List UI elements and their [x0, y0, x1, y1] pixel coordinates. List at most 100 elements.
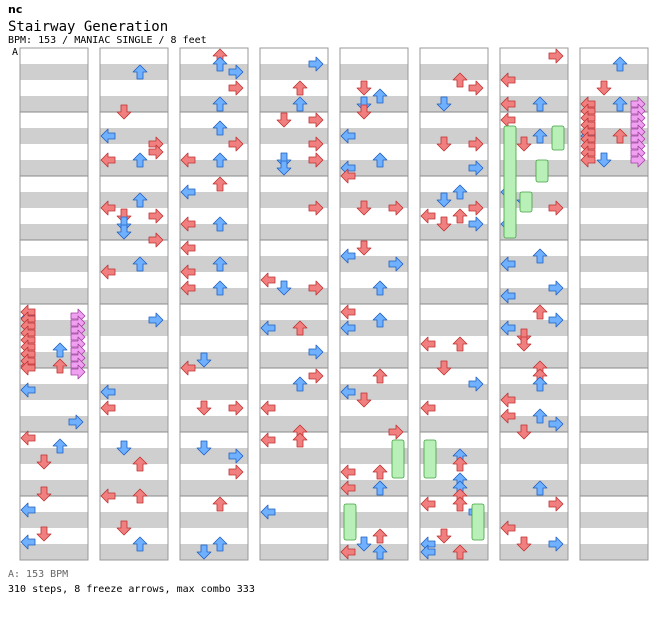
right-arrow-icon: [468, 376, 484, 392]
up-arrow-icon: [132, 488, 148, 504]
beat-band: [500, 320, 568, 336]
beat-band: [100, 160, 168, 176]
left-arrow-icon: [420, 208, 436, 224]
beat-band: [20, 256, 88, 272]
down-arrow-icon: [116, 224, 132, 240]
up-arrow-icon: [452, 184, 468, 200]
up-arrow-icon: [132, 536, 148, 552]
left-arrow-icon: [20, 502, 36, 518]
beat-band: [340, 448, 408, 464]
beat-band: [340, 128, 408, 144]
up-arrow-icon: [132, 456, 148, 472]
right-arrow-icon: [548, 536, 564, 552]
up-arrow-icon: [292, 320, 308, 336]
beat-band: [260, 416, 328, 432]
up-arrow-icon: [452, 208, 468, 224]
up-arrow-icon: [372, 152, 388, 168]
beat-band: [260, 352, 328, 368]
column-frame: [579, 47, 649, 561]
left-arrow-icon: [420, 544, 436, 560]
freeze-arrow: [551, 125, 565, 151]
up-arrow-icon: [372, 312, 388, 328]
column-frame: [19, 47, 89, 561]
up-arrow-icon: [132, 192, 148, 208]
beat-band: [20, 480, 88, 496]
beat-band: [100, 320, 168, 336]
left-arrow-icon: [500, 112, 516, 128]
freeze-arrow: [519, 191, 533, 213]
beat-band: [100, 544, 168, 560]
beat-band: [100, 416, 168, 432]
beat-band: [580, 224, 648, 240]
beat-band: [420, 288, 488, 304]
down-arrow-icon: [36, 526, 52, 542]
down-arrow-icon: [196, 352, 212, 368]
column-frame: [499, 47, 569, 561]
beat-band: [580, 256, 648, 272]
up-arrow-icon: [372, 88, 388, 104]
down-arrow-icon: [276, 160, 292, 176]
beat-band: [420, 192, 488, 208]
song-title: Stairway Generation: [8, 19, 169, 35]
up-arrow-icon: [52, 342, 68, 358]
left-arrow-icon: [100, 400, 116, 416]
beat-band: [420, 384, 488, 400]
up-arrow-icon: [372, 464, 388, 480]
down-arrow-icon: [516, 328, 532, 344]
left-arrow-icon: [420, 536, 436, 552]
right-arrow-icon: [308, 152, 324, 168]
beat-band: [180, 544, 248, 560]
up-arrow-icon: [212, 256, 228, 272]
beat-band: [260, 64, 328, 80]
right-arrow-icon: [308, 200, 324, 216]
beat-band: [580, 512, 648, 528]
freeze-arrow: [535, 159, 549, 183]
beat-band: [580, 448, 648, 464]
right-arrow-icon: [308, 112, 324, 128]
up-arrow-icon: [132, 256, 148, 272]
up-arrow-icon: [452, 72, 468, 88]
uploader-tag: nc: [8, 3, 23, 16]
beat-band: [260, 448, 328, 464]
up-arrow-icon: [212, 496, 228, 512]
down-arrow-icon: [356, 392, 372, 408]
right-arrow-icon: [308, 56, 324, 72]
left-arrow-icon: [500, 96, 516, 112]
chart-column: [259, 47, 329, 561]
right-arrow-icon: [548, 496, 564, 512]
beat-band: [500, 544, 568, 560]
down-arrow-icon: [516, 336, 532, 352]
chart-info: BPM: 153 / MANIAC SINGLE / 8 feet: [8, 35, 207, 46]
beat-band: [100, 384, 168, 400]
up-arrow-icon: [212, 56, 228, 72]
left-arrow-icon: [340, 304, 356, 320]
beat-band: [340, 352, 408, 368]
left-arrow-icon: [180, 240, 196, 256]
beat-band: [180, 320, 248, 336]
beat-band: [20, 128, 88, 144]
right-arrow-icon: [308, 368, 324, 384]
left-arrow-icon: [340, 248, 356, 264]
beat-band: [100, 448, 168, 464]
up-arrow-icon: [532, 480, 548, 496]
left-arrow-icon: [340, 160, 356, 176]
right-arrow-icon: [228, 464, 244, 480]
beat-band: [500, 64, 568, 80]
beat-band: [180, 416, 248, 432]
up-arrow-icon: [292, 80, 308, 96]
beat-band: [420, 512, 488, 528]
beat-band: [100, 480, 168, 496]
down-arrow-icon: [356, 96, 372, 112]
beat-band: [180, 224, 248, 240]
left-arrow-icon: [180, 264, 196, 280]
up-arrow-icon: [212, 96, 228, 112]
freeze-arrow: [423, 439, 437, 479]
beat-band: [260, 384, 328, 400]
beat-band: [180, 448, 248, 464]
left-arrow-icon: [260, 432, 276, 448]
left-arrow-icon: [100, 128, 116, 144]
column-frame: [259, 47, 329, 561]
beat-band: [420, 224, 488, 240]
left-arrow-icon: [500, 520, 516, 536]
left-arrow-icon: [100, 384, 116, 400]
